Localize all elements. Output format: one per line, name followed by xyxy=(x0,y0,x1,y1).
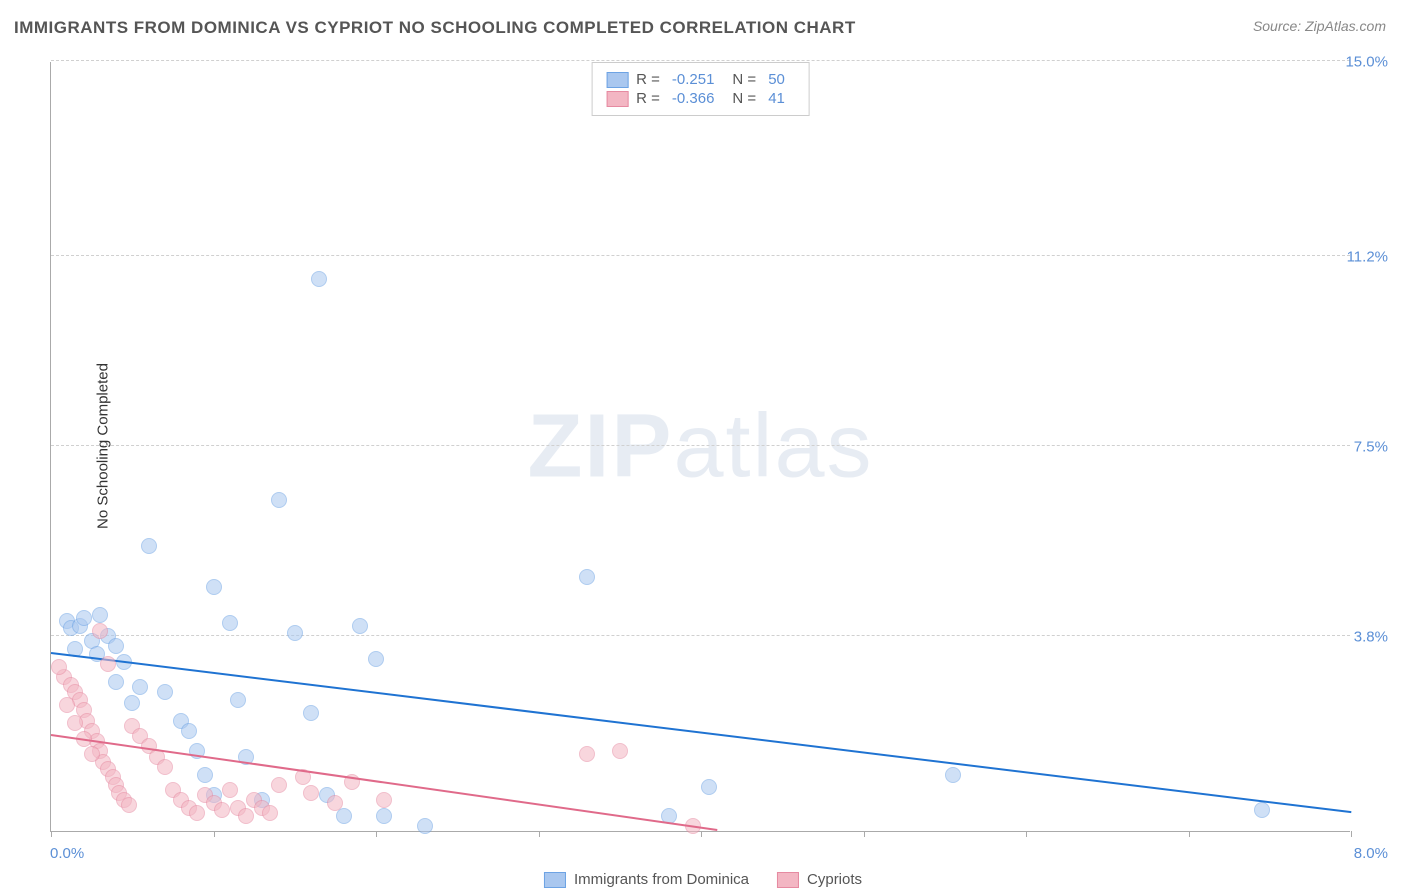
y-gridline xyxy=(51,445,1350,446)
x-tick xyxy=(214,831,215,837)
point-cypriots xyxy=(579,746,595,762)
point-dominica xyxy=(197,767,213,783)
legend-stats-row-2: R = -0.366 N = 41 xyxy=(606,90,795,107)
point-dominica xyxy=(271,492,287,508)
legend-series: Immigrants from Dominica Cypriots xyxy=(544,871,862,888)
legend-swatch-dominica-icon xyxy=(544,872,566,888)
point-dominica xyxy=(701,779,717,795)
point-cypriots xyxy=(157,759,173,775)
x-tick xyxy=(1351,831,1352,837)
point-dominica xyxy=(157,684,173,700)
point-dominica xyxy=(141,538,157,554)
point-cypriots xyxy=(262,805,278,821)
watermark: ZIPatlas xyxy=(527,395,873,498)
point-cypriots xyxy=(238,808,254,824)
y-tick-label: 11.2% xyxy=(1347,249,1388,266)
point-dominica xyxy=(311,271,327,287)
point-dominica xyxy=(108,638,124,654)
x-tick xyxy=(1026,831,1027,837)
point-dominica xyxy=(945,767,961,783)
point-dominica xyxy=(579,569,595,585)
point-dominica xyxy=(92,607,108,623)
plot-area: ZIPatlas R = -0.251 N = 50 R = -0.366 N … xyxy=(50,62,1350,832)
point-cypriots xyxy=(59,697,75,713)
y-gridline xyxy=(51,255,1350,256)
point-dominica xyxy=(303,705,319,721)
point-cypriots xyxy=(92,623,108,639)
point-cypriots xyxy=(222,782,238,798)
point-cypriots xyxy=(51,659,67,675)
point-dominica xyxy=(222,615,238,631)
point-dominica xyxy=(376,808,392,824)
x-tick-max: 8.0% xyxy=(1354,845,1388,862)
point-dominica xyxy=(417,818,433,834)
legend-stats: R = -0.251 N = 50 R = -0.366 N = 41 xyxy=(591,62,810,116)
point-dominica xyxy=(132,679,148,695)
point-dominica xyxy=(108,674,124,690)
legend-item-cypriots: Cypriots xyxy=(777,871,862,888)
point-cypriots xyxy=(271,777,287,793)
point-dominica xyxy=(1254,802,1270,818)
x-tick xyxy=(701,831,702,837)
x-tick xyxy=(1189,831,1190,837)
point-dominica xyxy=(181,723,197,739)
chart-title: IMMIGRANTS FROM DOMINICA VS CYPRIOT NO S… xyxy=(14,18,856,38)
legend-swatch-dominica xyxy=(606,72,628,88)
legend-swatch-cypriots xyxy=(606,91,628,107)
legend-swatch-cypriots-icon xyxy=(777,872,799,888)
point-dominica xyxy=(230,692,246,708)
x-tick xyxy=(376,831,377,837)
x-tick xyxy=(864,831,865,837)
point-dominica xyxy=(368,651,384,667)
point-dominica xyxy=(352,618,368,634)
point-cypriots xyxy=(612,743,628,759)
point-cypriots xyxy=(84,746,100,762)
point-dominica xyxy=(124,695,140,711)
point-dominica xyxy=(206,579,222,595)
x-tick-min: 0.0% xyxy=(50,845,84,862)
point-cypriots xyxy=(67,715,83,731)
x-tick xyxy=(539,831,540,837)
point-dominica xyxy=(287,625,303,641)
source-label: Source: ZipAtlas.com xyxy=(1253,18,1386,34)
legend-item-dominica: Immigrants from Dominica xyxy=(544,871,749,888)
point-cypriots xyxy=(214,802,230,818)
chart-container: IMMIGRANTS FROM DOMINICA VS CYPRIOT NO S… xyxy=(0,0,1406,892)
y-tick-label: 3.8% xyxy=(1354,628,1388,645)
x-tick xyxy=(51,831,52,837)
point-cypriots xyxy=(121,797,137,813)
point-cypriots xyxy=(189,805,205,821)
point-cypriots xyxy=(327,795,343,811)
y-tick-label: 15.0% xyxy=(1345,54,1388,71)
y-tick-label: 7.5% xyxy=(1354,439,1388,456)
point-cypriots xyxy=(303,785,319,801)
y-gridline xyxy=(51,635,1350,636)
legend-stats-row-1: R = -0.251 N = 50 xyxy=(606,71,795,88)
y-gridline xyxy=(51,60,1350,61)
point-cypriots xyxy=(376,792,392,808)
point-cypriots xyxy=(100,656,116,672)
point-dominica xyxy=(76,610,92,626)
